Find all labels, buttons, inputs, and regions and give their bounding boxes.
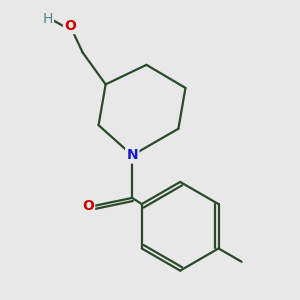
Text: N: N (126, 148, 138, 162)
Text: O: O (82, 199, 94, 213)
Text: O: O (64, 19, 76, 33)
Text: H: H (43, 12, 53, 26)
